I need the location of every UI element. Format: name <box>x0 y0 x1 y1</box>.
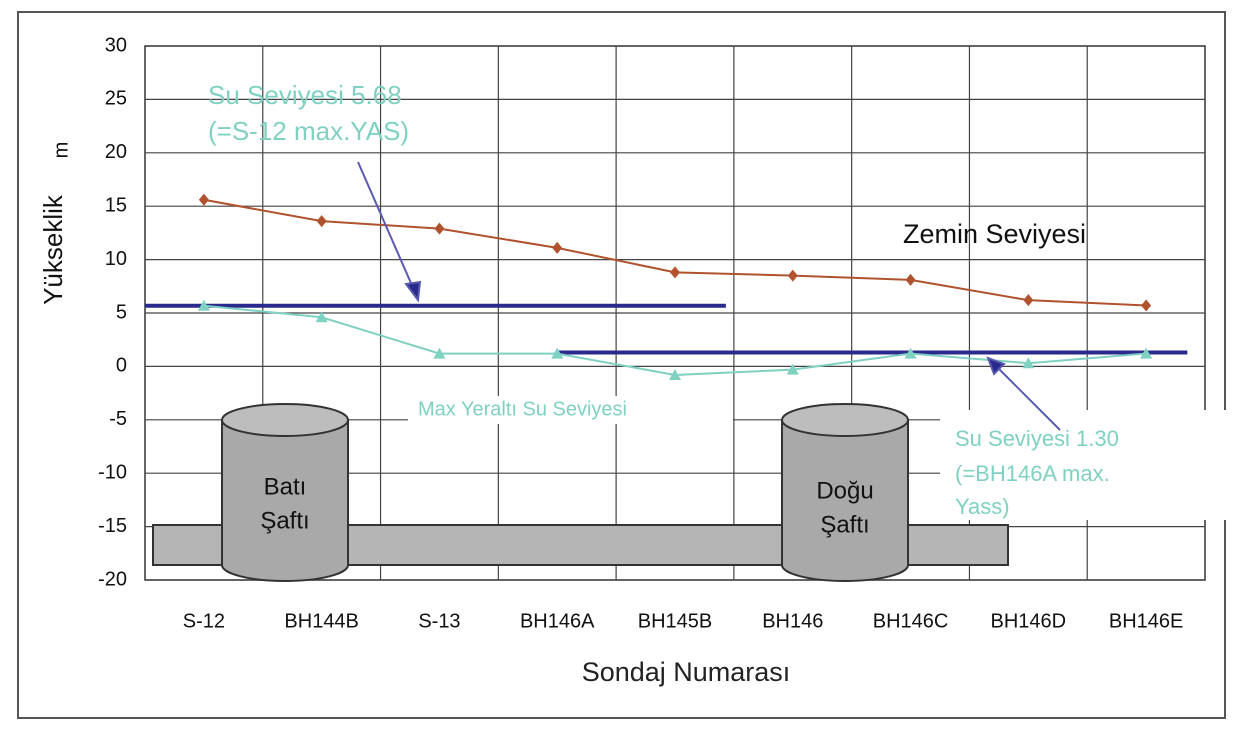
data-point <box>787 269 798 282</box>
annotation: (=S-12 max.YAS) <box>208 116 409 146</box>
data-point <box>1022 357 1035 369</box>
y-tick-label: 25 <box>105 88 127 110</box>
y-axis-label: Yükseklik <box>38 194 68 305</box>
shaft-top <box>221 403 349 437</box>
y-tick-label: -15 <box>98 515 127 537</box>
lines <box>145 303 1188 355</box>
arrow <box>357 161 415 291</box>
data-point <box>198 193 209 206</box>
arrow-head <box>404 280 422 303</box>
x-tick-label: S-12 <box>183 610 225 632</box>
x-axis-label: Sondaj Numarası <box>582 657 791 687</box>
y-tick-label: 20 <box>105 141 127 163</box>
y-tick-label: 0 <box>116 355 127 377</box>
arrows <box>357 161 1061 431</box>
x-tick-label: BH144B <box>284 610 359 632</box>
x-tick-label: BH146A <box>520 610 595 632</box>
data-point <box>1141 299 1152 312</box>
x-tick-label: BH146C <box>873 610 949 632</box>
x-tick-label: BH145B <box>638 610 713 632</box>
data-point <box>904 347 917 359</box>
x-tick-label: BH146 <box>762 610 823 632</box>
y-tick-label: 30 <box>105 34 127 56</box>
frame <box>17 11 1226 719</box>
data-point <box>551 347 564 359</box>
shaft-label: Batı <box>264 473 307 500</box>
data-point <box>552 241 563 254</box>
y-axis-unit: m <box>50 142 72 159</box>
annotation: (=BH146A max. <box>955 461 1110 486</box>
shaft-label: Doğu <box>816 477 873 504</box>
series-label: Max Yeraltı Su Seviyesi <box>418 398 627 420</box>
x-tick-label: S-13 <box>418 610 460 632</box>
y-tick-label: -10 <box>98 461 127 483</box>
data-point <box>786 363 799 375</box>
shaft-label: Şaftı <box>260 507 309 534</box>
y-tick-label: -5 <box>109 408 127 430</box>
y-tick-label: -20 <box>98 568 127 590</box>
y-tick-label: 5 <box>116 301 127 323</box>
y-tick-label: 10 <box>105 248 127 270</box>
shaft-west: Batı Şaftı <box>221 403 349 582</box>
data-point <box>433 347 446 359</box>
series-label: Zemin Seviyesi <box>903 219 1086 249</box>
data-point <box>434 222 445 235</box>
label-bg <box>408 396 733 424</box>
data-point <box>315 311 328 323</box>
shaft-top <box>781 403 909 437</box>
x-tick-label: BH146D <box>991 610 1067 632</box>
data-point <box>1023 294 1034 307</box>
y-tick-label: 15 <box>105 194 127 216</box>
annotation: Su Seviyesi 1.30 <box>955 426 1119 451</box>
shaft-body <box>781 419 909 582</box>
data-point <box>1140 347 1153 359</box>
data-point <box>316 215 327 228</box>
annotation: Yass) <box>955 494 1010 519</box>
data-point <box>669 368 681 380</box>
data-point <box>197 299 210 311</box>
shaft-body <box>221 419 349 582</box>
data-point <box>905 273 916 286</box>
shaft-east: Doğu Şaftı <box>781 403 909 582</box>
annotation: Su Seviyesi 5.68 <box>208 80 402 110</box>
arrow-head <box>986 356 1006 376</box>
label-bg <box>940 410 1230 520</box>
data-point <box>670 266 680 279</box>
x-tick-label: BH146E <box>1109 610 1184 632</box>
shaft-label: Şaftı <box>820 511 869 538</box>
arrow <box>997 367 1061 431</box>
